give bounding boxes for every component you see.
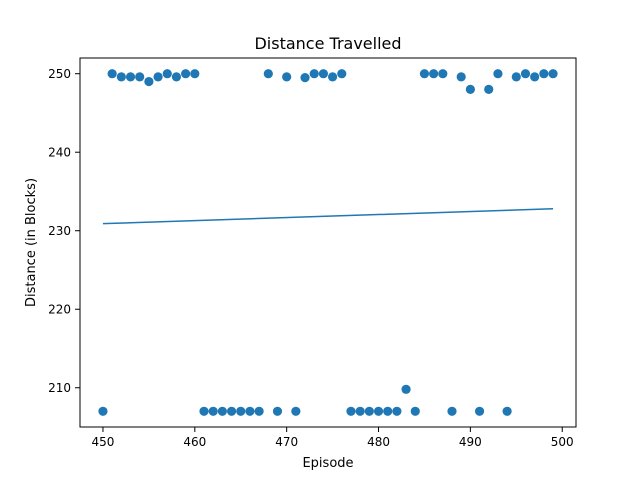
scatter-point — [502, 406, 512, 416]
scatter-point — [236, 406, 246, 416]
scatter-point — [327, 72, 338, 82]
scatter-point — [474, 406, 485, 416]
scatter-point — [190, 69, 200, 79]
scatter-point — [410, 406, 420, 416]
scatter-point — [392, 406, 402, 416]
x-tick-label: 490 — [459, 435, 482, 449]
scatter-point — [419, 69, 430, 79]
scatter-point — [383, 406, 393, 416]
scatter-point — [291, 406, 301, 416]
y-axis-label: Distance (in Blocks) — [24, 178, 39, 307]
scatter-point — [171, 72, 182, 82]
x-tick-label: 450 — [92, 435, 115, 449]
scatter-point — [144, 76, 154, 87]
x-axis: 450 460 470 480 490 500 — [92, 427, 574, 449]
scatter-point — [447, 406, 457, 416]
scatter-point — [337, 69, 347, 79]
scatter-point — [429, 69, 439, 79]
y-tick-label: 240 — [48, 146, 71, 160]
y-tick-label: 230 — [48, 224, 71, 238]
scatter-point — [162, 69, 172, 79]
y-tick-label: 250 — [48, 67, 71, 81]
scatter-point — [511, 72, 521, 82]
x-axis-label: Episode — [302, 456, 353, 471]
scatter-point — [116, 72, 126, 82]
scatter-point — [300, 73, 310, 83]
scatter-point — [456, 72, 466, 82]
scatter-point — [539, 69, 549, 79]
x-tick-label: 500 — [551, 435, 574, 449]
x-tick-label: 460 — [183, 435, 206, 449]
scatter-point — [465, 84, 475, 94]
scatter-point — [373, 406, 384, 416]
scatter-point — [401, 384, 411, 394]
scatter-point — [208, 406, 218, 416]
scatter-point — [107, 69, 117, 79]
chart-title: Distance Travelled — [254, 34, 401, 53]
scatter-point — [364, 406, 374, 416]
scatter-point — [181, 69, 191, 79]
scatter-point — [548, 69, 558, 79]
scatter-point — [254, 406, 264, 416]
x-tick-label: 470 — [275, 435, 298, 449]
scatter-point — [346, 406, 356, 416]
scatter-point — [226, 406, 237, 416]
plot-frame — [79, 57, 577, 428]
scatter-point — [199, 406, 209, 416]
scatter-point — [153, 72, 163, 82]
scatter-point — [98, 406, 108, 416]
scatter-point — [484, 84, 494, 94]
scatter-point — [318, 69, 329, 79]
x-tick-label: 480 — [367, 435, 390, 449]
plot-area — [98, 69, 558, 416]
scatter-point — [493, 69, 503, 79]
trend-line — [102, 207, 554, 225]
scatter-point — [530, 72, 540, 82]
scatter-point — [438, 69, 448, 79]
scatter-point — [282, 72, 292, 82]
y-tick-label: 210 — [48, 381, 71, 395]
scatter-point — [245, 406, 255, 416]
scatter-point — [135, 72, 145, 82]
scatter-point — [272, 406, 283, 416]
scatter-point — [355, 406, 365, 416]
y-axis: 210 220 230 240 250 — [48, 67, 80, 395]
scatter-point — [263, 69, 273, 79]
y-tick-label: 220 — [48, 303, 71, 317]
scatter-point — [217, 406, 227, 416]
scatter-point — [520, 69, 531, 79]
scatter-point — [125, 72, 136, 82]
scatter-point — [309, 69, 319, 79]
